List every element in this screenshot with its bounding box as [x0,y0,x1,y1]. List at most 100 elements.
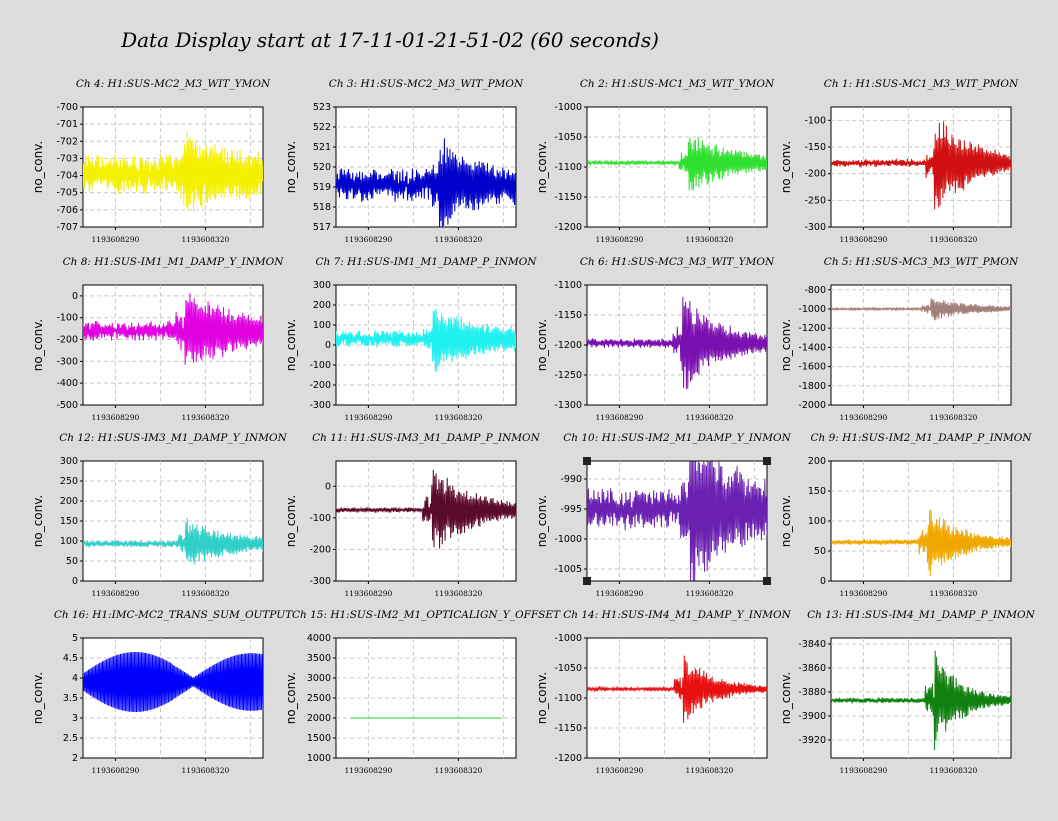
y-axis-label: no_conv. [31,319,45,371]
page-title: Data Display start at 17-11-01-21-51-02 … [121,28,659,52]
y-tick-label: -200 [309,380,331,391]
y-tick-label: 519 [313,182,331,193]
y-tick-label: 2500 [307,693,331,704]
chart-panel[interactable]: Ch 2: H1:SUS-MC1_M3_WIT_YMON -1200 -1150 -1… [535,78,775,244]
panel-title: Ch 10: H1:SUS-IM2_M1_DAMP_Y_INMON [563,432,791,444]
y-tick-label: 4000 [307,633,331,644]
panel-title: Ch 4: H1:SUS-MC2_M3_WIT_YMON [76,78,271,90]
y-tick-label: 150 [808,486,826,497]
plot-area[interactable] [830,460,1012,582]
y-tick-label: -1300 [554,400,582,411]
selection-handle[interactable] [583,457,591,465]
chart-panel[interactable]: Ch 4: H1:SUS-MC2_M3_WIT_YMON -707 -706 -705… [31,78,271,244]
y-tick-label: 4.5 [63,653,78,664]
y-tick-label: -1400 [798,342,826,353]
y-tick-label: 3.5 [63,693,78,704]
x-tick-label: 1193608290 [840,235,888,244]
y-tick-label: 2000 [307,713,331,724]
selection-handle[interactable] [763,457,771,465]
chart-panel[interactable]: Ch 5: H1:SUS-MC3_M3_WIT_PMON -2000 -1800 -1… [779,256,1019,422]
chart-panel[interactable]: Ch 6: H1:SUS-MC3_M3_WIT_YMON -1300 -1250 -1… [535,256,775,422]
y-axis-label: no_conv. [535,495,549,547]
y-tick-label: -200 [56,335,78,346]
chart-panel[interactable]: Ch 8: H1:SUS-IM1_M1_DAMP_Y_INMON -500 -400… [31,256,284,422]
y-tick-label: 518 [313,202,331,213]
chart-panel[interactable]: Ch 15: H1:SUS-IM2_M1_OPTICALIGN_Y_OFFSET… [284,609,561,775]
y-tick-label: 100 [313,320,331,331]
plot-area[interactable] [335,637,517,759]
panel-title: Ch 2: H1:SUS-MC1_M3_WIT_YMON [580,78,775,90]
x-tick-label: 1193608290 [596,413,644,422]
y-axis-label: no_conv. [284,672,298,724]
y-tick-label: -1200 [798,323,826,334]
y-tick-label: -1005 [554,564,582,575]
chart-panel[interactable]: Ch 11: H1:SUS-IM3_M1_DAMP_P_INMON -300 -20… [284,432,541,598]
chart-panel[interactable]: Ch 14: H1:SUS-IM4_M1_DAMP_Y_INMON -1200 -1… [535,609,792,775]
y-tick-label: 0 [72,576,78,587]
y-tick-label: 517 [313,222,331,233]
y-tick-label: 150 [60,516,78,527]
x-tick-label: 1193608290 [92,766,140,775]
y-tick-label: 300 [60,456,78,467]
panel-title: Ch 1: H1:SUS-MC1_M3_WIT_PMON [824,78,1019,90]
selection-handle[interactable] [763,577,771,585]
chart-panel[interactable]: Ch 13: H1:SUS-IM4_M1_DAMP_P_INMON -3920 -3… [779,609,1036,775]
y-tick-label: -702 [56,136,78,147]
x-tick-label: 1193608290 [596,235,644,244]
y-tick-label: -995 [560,504,582,515]
y-tick-label: -200 [309,544,331,555]
chart-panel[interactable]: Ch 3: H1:SUS-MC2_M3_WIT_PMON 517 518 519 520… [284,78,524,244]
x-tick-label: 1193608320 [930,766,978,775]
plot-area[interactable] [82,460,264,582]
chart-panel[interactable]: Ch 12: H1:SUS-IM3_M1_DAMP_Y_INMON 0 50 100 1… [31,432,288,598]
x-tick-label: 1193608320 [182,766,230,775]
y-tick-label: 3500 [307,653,331,664]
x-tick-label: 1193608320 [686,235,734,244]
y-tick-label: -700 [56,102,78,113]
plot-area[interactable] [830,284,1012,406]
x-tick-label: 1193608320 [182,235,230,244]
chart-panel[interactable]: Ch 10: H1:SUS-IM2_M1_DAMP_Y_INMON -1005 -1… [535,432,792,598]
y-tick-label: 3000 [307,673,331,684]
y-tick-label: 200 [60,496,78,507]
y-tick-label: -300 [309,400,331,411]
chart-panel[interactable]: Ch 9: H1:SUS-IM2_M1_DAMP_P_INMON 0 50 100 15… [779,432,1032,598]
y-tick-label: -705 [56,188,78,199]
y-axis-label: no_conv. [535,141,549,193]
series-line [831,650,1011,751]
y-axis-label: no_conv. [31,141,45,193]
y-axis-label: no_conv. [284,141,298,193]
y-axis-label: no_conv. [779,672,793,724]
y-tick-label: -1800 [798,381,826,392]
x-tick-label: 1193608290 [840,413,888,422]
selection-handle[interactable] [583,577,591,585]
plot-area[interactable] [82,284,264,406]
chart-panel[interactable]: Ch 1: H1:SUS-MC1_M3_WIT_PMON -300 -250 -200… [779,78,1019,244]
plot-area[interactable] [586,637,768,759]
y-tick-label: -3840 [798,639,826,650]
y-tick-label: 521 [313,142,331,153]
y-tick-label: -300 [804,222,826,233]
panel-title: Ch 7: H1:SUS-IM1_M1_DAMP_P_INMON [315,256,537,268]
y-tick-label: -250 [804,195,826,206]
plot-area[interactable] [335,106,517,228]
plot-area[interactable] [335,460,517,582]
panel-title: Ch 11: H1:SUS-IM3_M1_DAMP_P_INMON [312,432,541,444]
series-line [587,655,767,724]
y-tick-label: 523 [313,102,331,113]
y-tick-label: -707 [56,222,78,233]
y-tick-label: -1600 [798,362,826,373]
y-tick-label: -1250 [554,370,582,381]
y-tick-label: -100 [309,360,331,371]
panel-title: Ch 5: H1:SUS-MC3_M3_WIT_PMON [824,256,1019,268]
chart-panel[interactable]: Ch 16: H1:IMC-MC2_TRANS_SUM_OUTPUT 2 2.5 3 3… [31,609,293,775]
chart-panel[interactable]: Ch 7: H1:SUS-IM1_M1_DAMP_P_INMON -300 -200… [284,256,537,422]
x-tick-label: 1193608320 [435,235,483,244]
x-tick-label: 1193608290 [92,589,140,598]
x-tick-label: 1193608290 [596,766,644,775]
y-tick-label: -100 [56,313,78,324]
series-line [83,293,263,365]
x-tick-label: 1193608320 [182,413,230,422]
y-tick-label: -1100 [554,280,582,291]
y-tick-label: 250 [60,476,78,487]
